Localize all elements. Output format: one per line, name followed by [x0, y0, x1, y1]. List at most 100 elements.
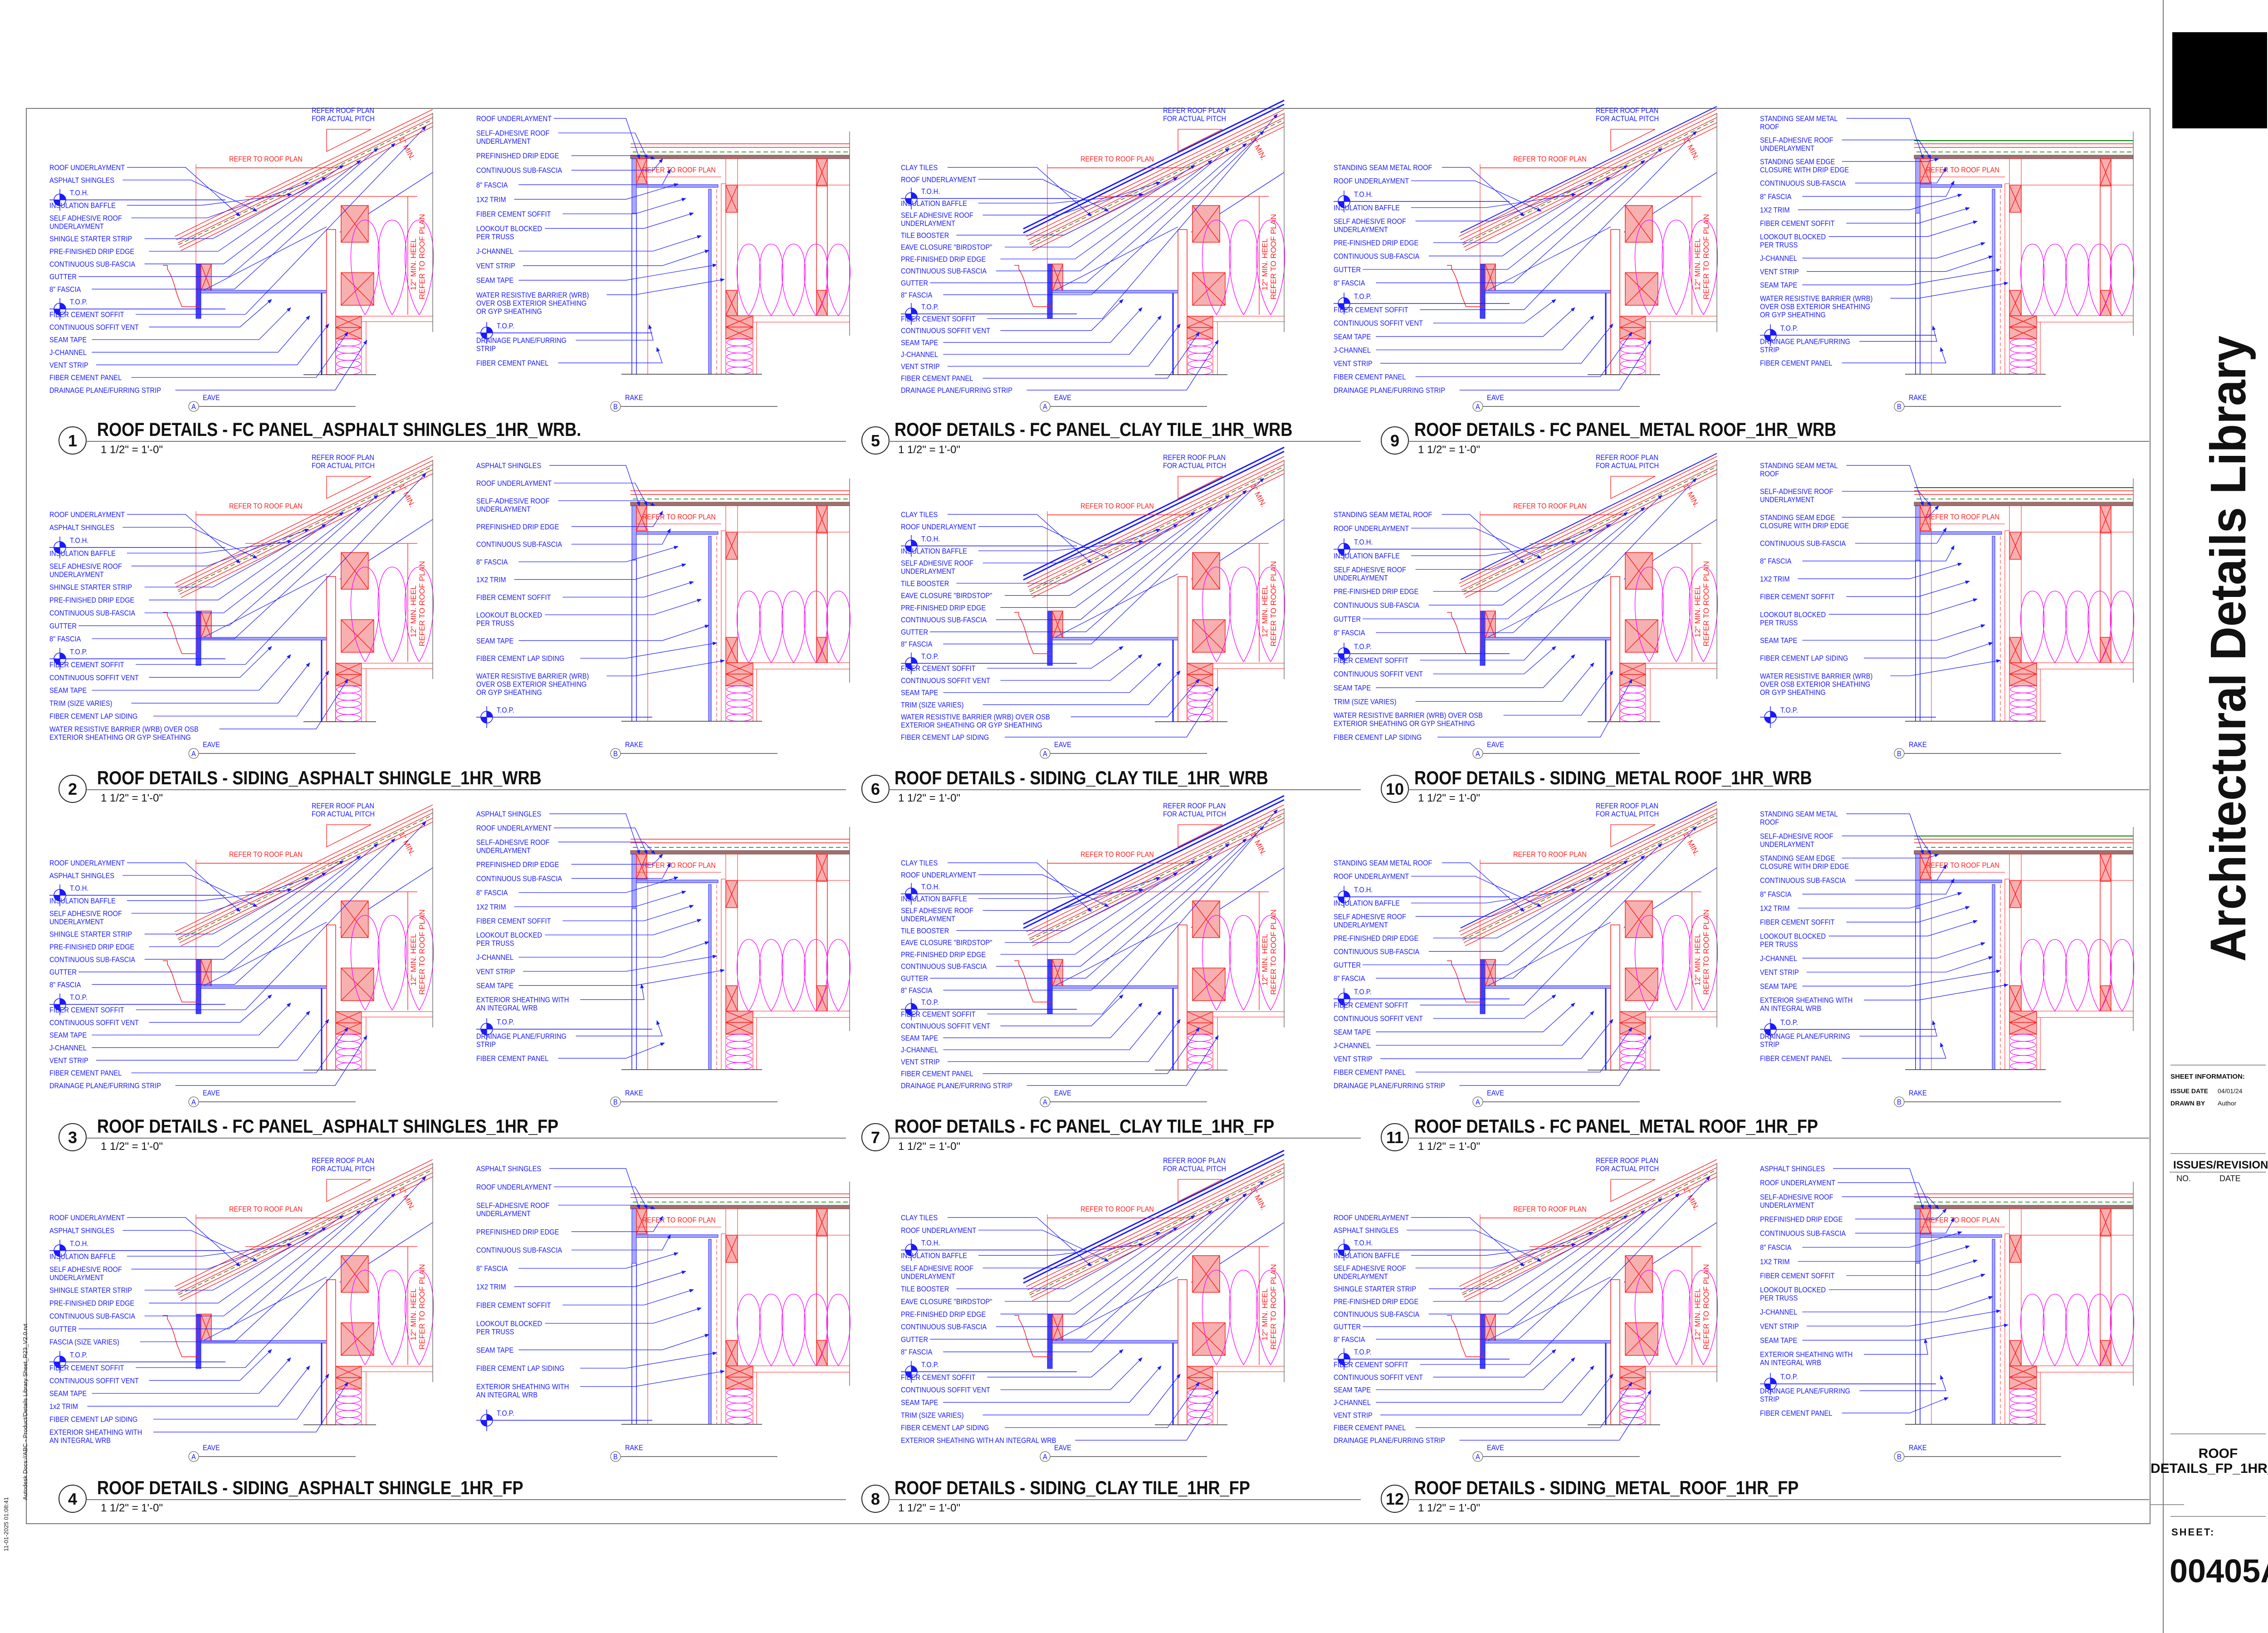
pitch-note-text: REFER ROOF PLAN [1163, 1157, 1226, 1165]
leader-line [943, 315, 1162, 355]
clay-tile-line [1023, 799, 1285, 929]
detail-scale: 1 1/2" = 1'-0" [101, 792, 163, 804]
callout: FIBER CEMENT SOFFIT [901, 809, 1278, 1019]
leader-line [1442, 514, 1525, 564]
sheet-name-line1: ROOF [2199, 1446, 2238, 1461]
pitch-note-text: REFER ROOF PLAN [312, 107, 374, 115]
callout-label: EXTERIOR SHEATHING WITH [49, 1428, 142, 1437]
callout-label: UNDERLAYMENT [901, 1272, 955, 1281]
detail-number-bubble [861, 1485, 890, 1513]
dimension-note: REFER TO ROOF PLAN [1080, 502, 1154, 510]
level-marker: T.O.P. [1760, 706, 1936, 728]
batt-insulation [1634, 915, 1664, 1011]
batt-insulation [2020, 591, 2045, 663]
wood-blocking [335, 1366, 362, 1378]
leader-line [149, 860, 344, 947]
batt-insulation [781, 1294, 806, 1366]
callout: TRIM (SIZE VARIES) [901, 670, 1181, 709]
callout: PRE-FINISHED DRIP EDGE [901, 160, 1212, 264]
fascia [1047, 1314, 1053, 1369]
leader-line [87, 1365, 310, 1407]
level-symbol-icon [911, 1366, 917, 1372]
section-marker-label: EAVE [1487, 741, 1504, 749]
shingles-line [1460, 113, 1717, 240]
level-marker: T.O.P. [1334, 643, 1510, 665]
dimension-note: REFER TO ROOF PLAN [1080, 851, 1154, 859]
pitch-note-text: FOR ACTUAL PITCH [1163, 1165, 1226, 1173]
leader-line [1846, 465, 1924, 506]
callout-label: ROOF UNDERLAYMENT [49, 859, 125, 867]
pitch-note-text: FOR ACTUAL PITCH [312, 462, 375, 470]
callout: DRAINAGE PLANE/FURRING STRIP [49, 1035, 367, 1090]
leader-line [1855, 527, 1947, 544]
level-label: T.O.P. [497, 706, 514, 714]
blocking-cross [1192, 272, 1226, 306]
leader-line [1433, 872, 1611, 939]
fascia [631, 158, 637, 214]
level-label: T.O.H. [1354, 886, 1373, 894]
level-symbol-icon [1344, 993, 1350, 999]
leader-line [127, 514, 240, 564]
min-clearance-note: 1" MIN. [1248, 831, 1268, 857]
wood-blocking [636, 158, 647, 184]
cladding [1992, 536, 1995, 722]
min-clearance-note: 1" MIN. [1248, 482, 1268, 508]
batt-insulation [1620, 699, 1645, 708]
level-symbol-icon [54, 1362, 60, 1368]
batt-insulation [2087, 939, 2112, 1012]
batt-insulation [2010, 685, 2036, 694]
level-symbol-icon [54, 1250, 60, 1257]
leader-line [982, 528, 1161, 563]
callout-label: SEAM TAPE [476, 982, 513, 990]
leader-line [996, 843, 1230, 967]
gutter [1014, 265, 1051, 307]
leader-line [571, 528, 671, 545]
callout-label: CONTINUOUS SUB-FASCIA [476, 875, 562, 883]
leader-line [1802, 181, 1955, 197]
batt-insulation [1188, 1048, 1212, 1056]
batt-insulation [1620, 685, 1645, 694]
callout: ROOF UNDERLAYMENT [901, 176, 1109, 212]
callout: VENT STRIP [476, 954, 717, 976]
batt-insulation [726, 692, 753, 700]
leader-line [549, 813, 640, 855]
callout: SHINGLE STARTER STRIP [49, 872, 327, 939]
callout-label: EAVE CLOSURE "BIRDSTOP" [901, 939, 992, 947]
callout-label: 8" FASCIA [49, 981, 81, 989]
roof-deck [630, 1205, 850, 1209]
blocking-cross [2009, 1365, 2037, 1378]
batt-insulation [1634, 567, 1664, 662]
wood-blocking [1485, 611, 1496, 639]
callout-label: VENT STRIP [901, 1058, 940, 1066]
file-path: Autodesk Docs://ABC - Product/Details Li… [22, 1324, 29, 1500]
callout-label: CONTINUOUS SUB-FASCIA [1334, 1310, 1420, 1319]
callout: GUTTER [901, 838, 1247, 983]
heel-note: 12" MIN. HEEL [1693, 238, 1702, 290]
callout-label: PER TRUSS [1760, 1294, 1798, 1302]
callout-label: STANDING SEAM EDGE [1760, 513, 1835, 522]
callout-label: INSULATION BAFFLE [1334, 900, 1400, 908]
batt-insulation [804, 244, 828, 316]
blocking-cross [2100, 158, 2112, 186]
leader-line [149, 646, 272, 678]
roof-deck [1914, 155, 2134, 159]
callout: CONTINUOUS SUB-FASCIA [901, 843, 1230, 971]
callout-label: PRE-FINISHED DRIP EDGE [901, 1310, 986, 1319]
shingles-line [1027, 113, 1285, 240]
level-symbol-icon [1765, 335, 1770, 341]
wood-blocking [2009, 1235, 2022, 1263]
roof-deck-line [1463, 122, 1717, 248]
batt-insulation [1620, 1410, 1645, 1418]
leader-line [1005, 687, 1219, 738]
callout: 8" FASCIA [1760, 1231, 1962, 1252]
batt-insulation [2087, 244, 2112, 316]
callout: SEAM TAPE [476, 264, 717, 285]
detail-title: ROOF DETAILS - SIDING_ASPHALT SHINGLE_1H… [97, 1478, 523, 1499]
callout-label: ROOF UNDERLAYMENT [901, 523, 976, 531]
level-symbol-icon [1344, 196, 1350, 202]
callout: FIBER CEMENT PANEL [49, 332, 348, 382]
